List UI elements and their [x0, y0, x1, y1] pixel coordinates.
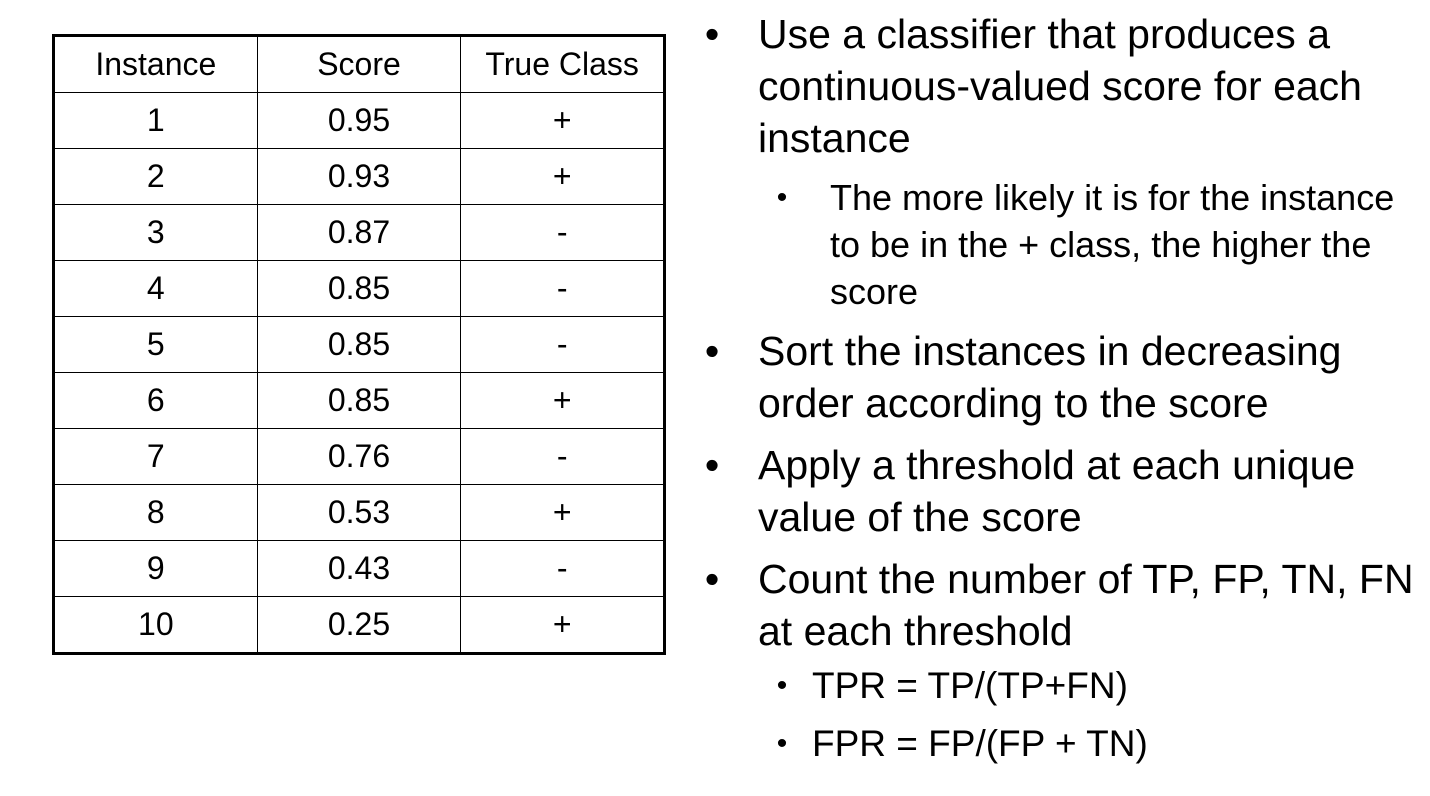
bullet-marker: • [704, 442, 720, 488]
table-row: 8 0.53 + [53, 484, 665, 541]
table-row: 10 0.25 + [53, 596, 665, 654]
instance-cell: 7 [53, 428, 258, 485]
formula-tpr: TPR = TP/(TP+FN) [812, 665, 1128, 706]
bullet-marker: • [704, 11, 720, 57]
bullet-marker: • [776, 727, 788, 760]
instance-cell: 6 [53, 372, 258, 429]
table-row: 4 0.85 - [53, 260, 665, 317]
true-class-cell: - [460, 204, 665, 261]
bullet-threshold: • Apply a threshold at each unique value… [700, 439, 1420, 543]
sub-bullet-tpr: • TPR = TP/(TP+FN) [700, 661, 1420, 711]
table-row: 9 0.43 - [53, 540, 665, 597]
column-header-instance: Instance [53, 35, 258, 93]
score-cell: 0.85 [256, 372, 462, 429]
score-cell: 0.85 [256, 316, 462, 373]
instance-cell: 10 [53, 596, 258, 654]
score-cell: 0.53 [256, 484, 462, 541]
true-class-cell: - [460, 428, 665, 485]
score-table: Instance Score True Class 1 0.95 + 2 0.9… [52, 34, 666, 655]
instance-cell: 9 [53, 540, 258, 597]
score-cell: 0.93 [256, 148, 462, 205]
score-cell: 0.87 [256, 204, 462, 261]
table-row: 3 0.87 - [53, 204, 665, 261]
table-row: 6 0.85 + [53, 372, 665, 429]
score-cell: 0.95 [256, 92, 462, 149]
sub-bullet-fpr: • FPR = FP/(FP + TN) [700, 719, 1420, 769]
bullet-text: The more likely it is for the instance t… [830, 177, 1395, 312]
instance-cell: 1 [53, 92, 258, 149]
instance-cell: 2 [53, 148, 258, 205]
table-row: 7 0.76 - [53, 428, 665, 485]
true-class-cell: - [460, 316, 665, 373]
instance-cell: 4 [53, 260, 258, 317]
true-class-cell: - [460, 540, 665, 597]
table-row: 1 0.95 + [53, 92, 665, 149]
column-header-true-class: True Class [460, 35, 665, 93]
table-row: 5 0.85 - [53, 316, 665, 373]
score-cell: 0.85 [256, 260, 462, 317]
true-class-cell: + [460, 484, 665, 541]
true-class-cell: + [460, 92, 665, 149]
bullet-classifier: • Use a classifier that produces a conti… [700, 8, 1420, 164]
bullet-text: Use a classifier that produces a continu… [758, 11, 1362, 161]
table-row: 2 0.93 + [53, 148, 665, 205]
true-class-cell: + [460, 596, 665, 654]
bullet-text: Apply a threshold at each unique value o… [758, 442, 1356, 540]
table-header-row: Instance Score True Class [53, 35, 665, 93]
score-cell: 0.43 [256, 540, 462, 597]
true-class-cell: - [460, 260, 665, 317]
sub-bullet-likelihood: • The more likely it is for the instance… [700, 174, 1420, 315]
bullet-list: • Use a classifier that produces a conti… [700, 8, 1420, 777]
bullet-text: Sort the instances in decreasing order a… [758, 328, 1342, 426]
bullet-text: Count the number of TP, FP, TN, FN at ea… [758, 556, 1414, 654]
instance-cell: 3 [53, 204, 258, 261]
true-class-cell: + [460, 148, 665, 205]
bullet-count: • Count the number of TP, FP, TN, FN at … [700, 553, 1420, 657]
bullet-marker: • [776, 181, 788, 214]
instance-cell: 8 [53, 484, 258, 541]
true-class-cell: + [460, 372, 665, 429]
instance-cell: 5 [53, 316, 258, 373]
column-header-score: Score [256, 35, 462, 93]
bullet-marker: • [704, 556, 720, 602]
score-cell: 0.76 [256, 428, 462, 485]
bullet-marker: • [776, 669, 788, 702]
bullet-sort: • Sort the instances in decreasing order… [700, 325, 1420, 429]
bullet-marker: • [704, 328, 720, 374]
formula-fpr: FPR = FP/(FP + TN) [812, 723, 1148, 764]
score-cell: 0.25 [256, 596, 462, 654]
